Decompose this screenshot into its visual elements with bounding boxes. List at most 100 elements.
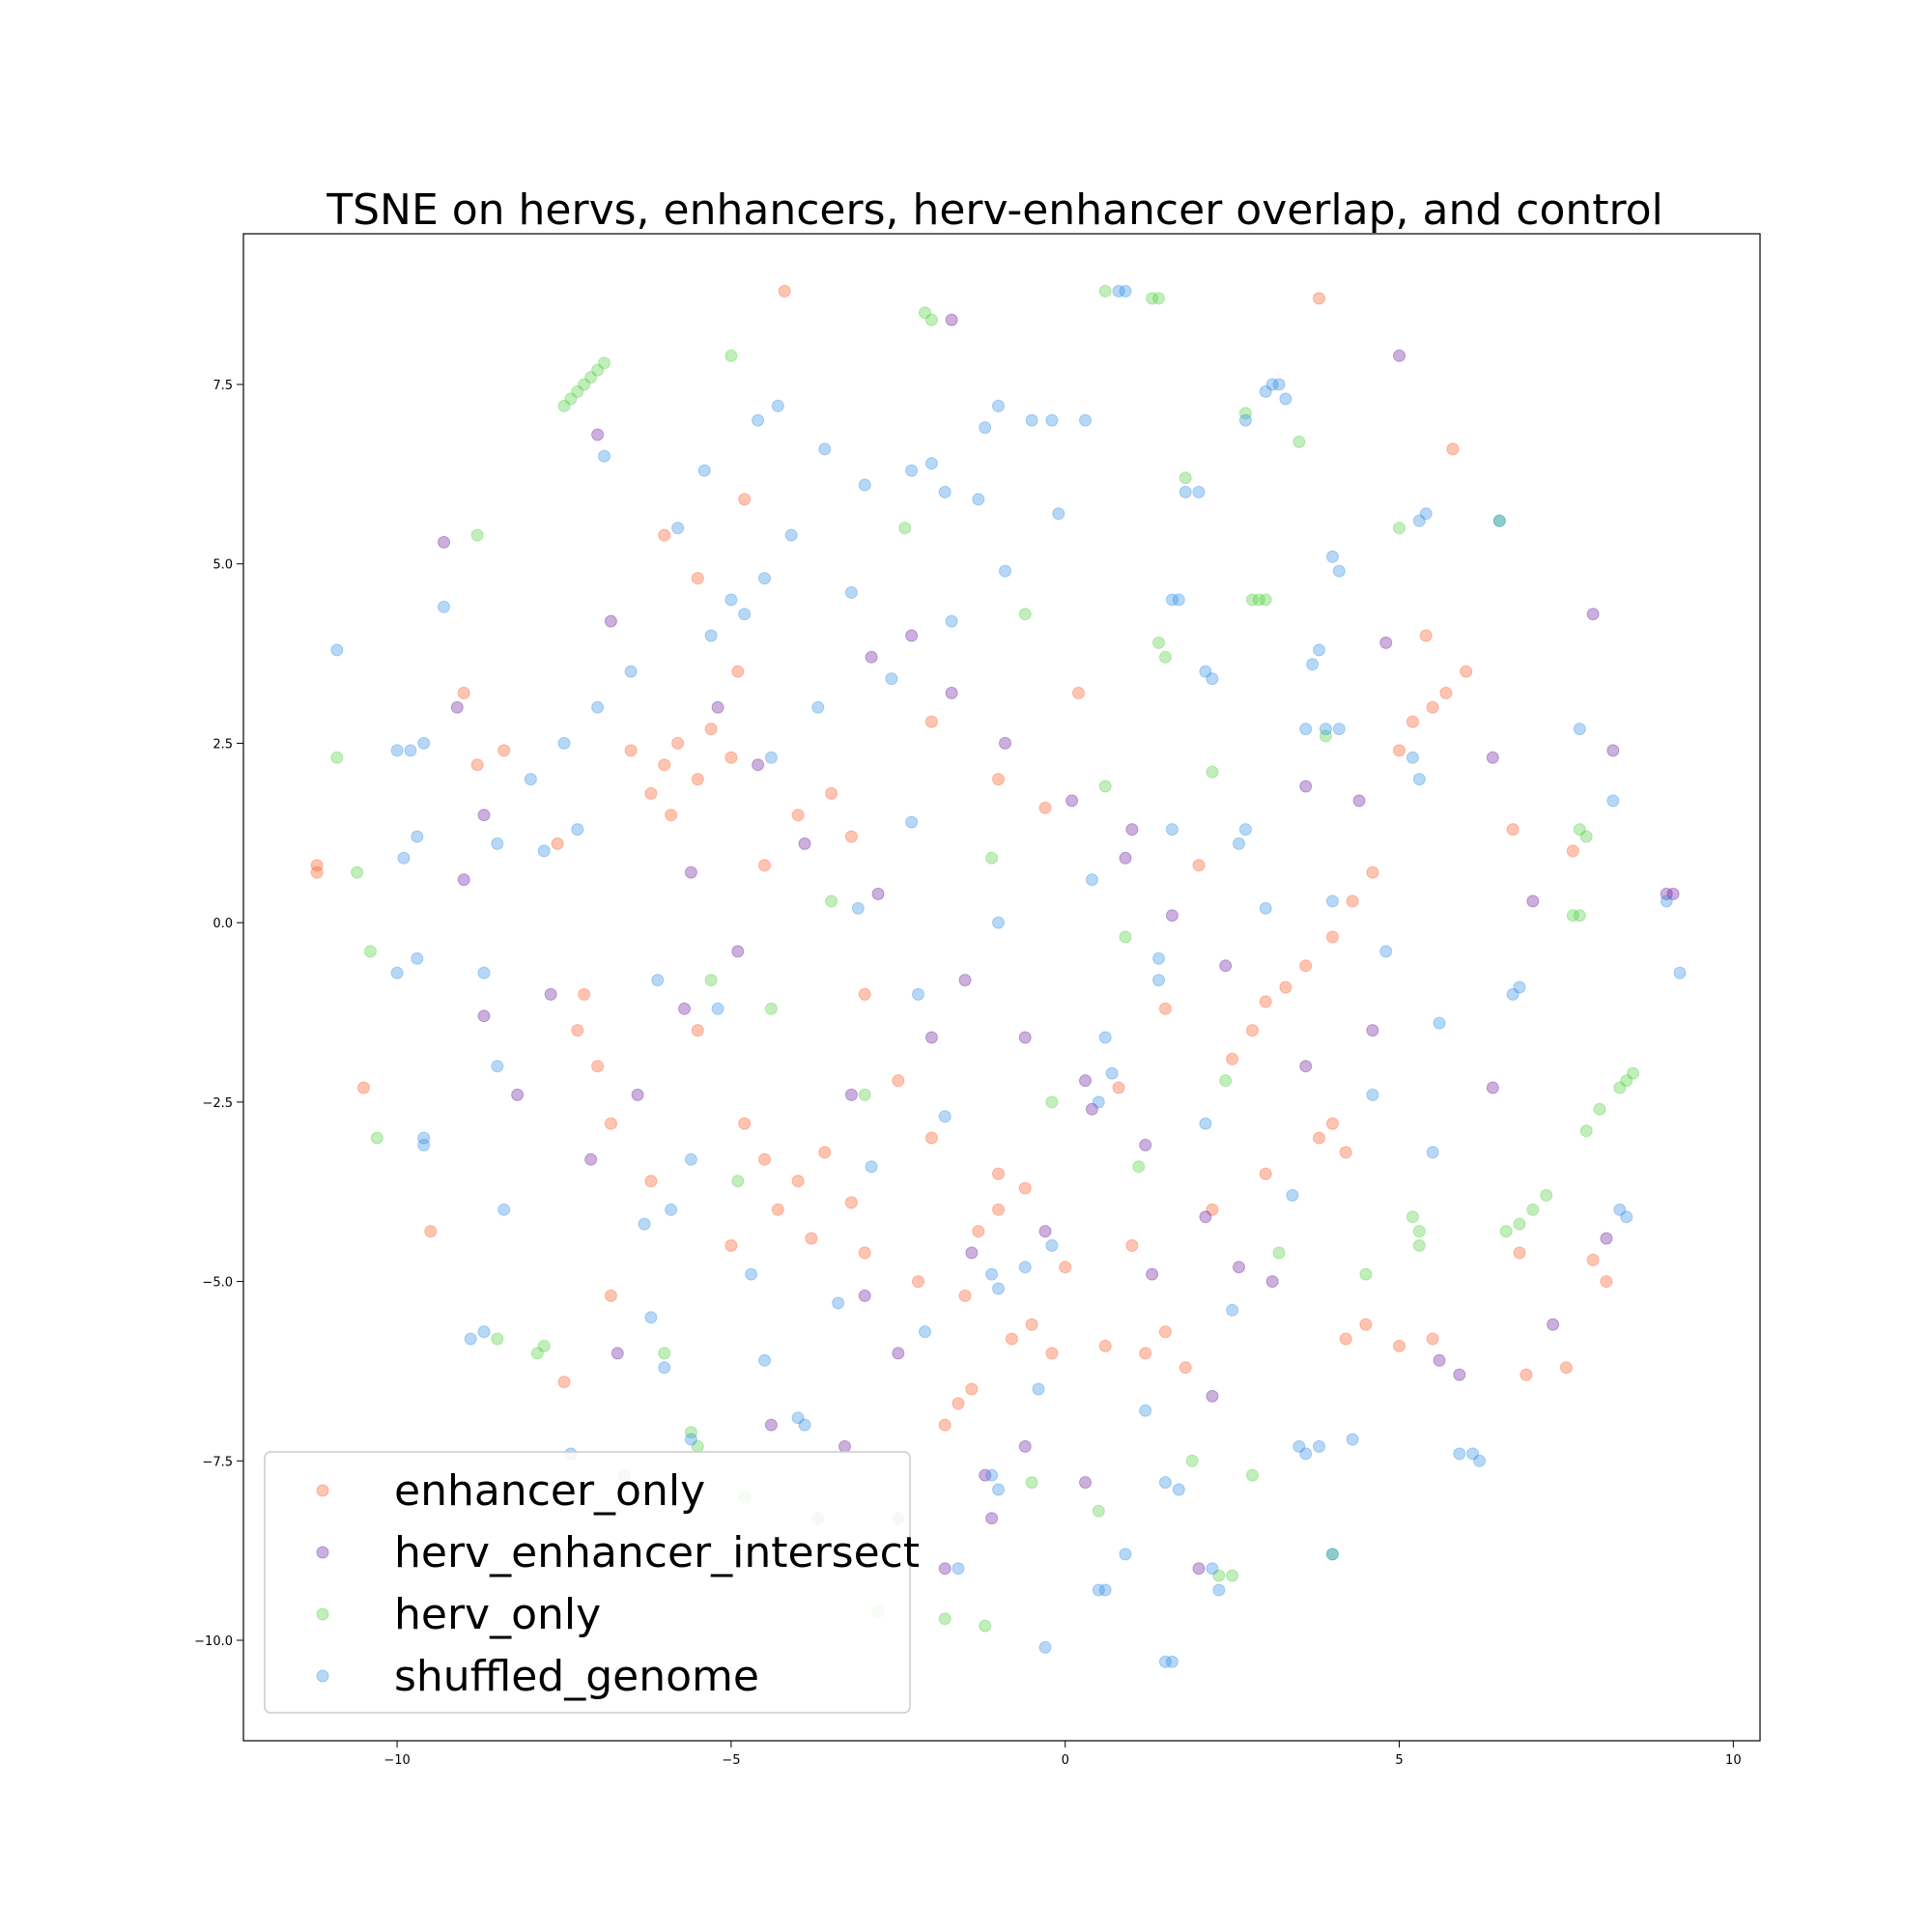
- scatter-point: [1152, 974, 1165, 987]
- scatter-point: [1332, 564, 1346, 578]
- scatter-point: [1339, 1146, 1352, 1159]
- legend-marker: [316, 1546, 329, 1559]
- scatter-point: [1158, 1002, 1172, 1015]
- scatter-point: [1627, 1066, 1640, 1080]
- scatter-point: [798, 1418, 811, 1432]
- scatter-point: [1473, 1454, 1486, 1467]
- scatter-point: [1499, 1225, 1513, 1238]
- scatter-point: [1426, 1146, 1439, 1159]
- scatter-point: [818, 442, 832, 456]
- scatter-point: [1259, 593, 1272, 607]
- scatter-point: [631, 1088, 644, 1101]
- scatter-point: [1412, 514, 1426, 527]
- scatter-point: [1613, 1081, 1627, 1094]
- scatter-point: [457, 873, 470, 887]
- scatter-point: [1098, 284, 1112, 298]
- scatter-point: [985, 851, 999, 865]
- scatter-point: [1660, 887, 1673, 900]
- scatter-point: [678, 1002, 691, 1015]
- scatter-point: [638, 1217, 651, 1231]
- scatter-point: [1252, 593, 1265, 607]
- x-tick-label: 10: [1725, 1753, 1742, 1768]
- scatter-point: [958, 974, 972, 987]
- scatter-point: [1600, 1232, 1613, 1245]
- scatter-point: [818, 1146, 832, 1159]
- scatter-point: [1092, 1504, 1105, 1518]
- scatter-point: [1085, 1102, 1098, 1116]
- scatter-point: [1125, 823, 1139, 837]
- scatter-point: [417, 736, 431, 750]
- scatter-point: [1192, 859, 1206, 872]
- scatter-point: [658, 758, 671, 772]
- scatter-point: [731, 665, 745, 678]
- scatter-point: [537, 844, 551, 858]
- scatter-point: [1325, 930, 1339, 944]
- scatter-point: [1245, 1024, 1259, 1037]
- scatter-point: [1579, 1124, 1593, 1138]
- scatter-point: [1299, 959, 1313, 973]
- scatter-point: [497, 744, 511, 757]
- scatter-point: [731, 945, 745, 958]
- scatter-point: [1573, 909, 1586, 923]
- y-tick-label: −7.5: [202, 1455, 233, 1469]
- scatter-point: [491, 1060, 504, 1073]
- scatter-point: [1606, 744, 1620, 757]
- scatter-point: [310, 859, 324, 872]
- scatter-point: [1139, 1138, 1152, 1151]
- scatter-point: [424, 1225, 438, 1238]
- scatter-point: [858, 987, 871, 1001]
- scatter-point: [1238, 407, 1252, 420]
- scatter-point: [1165, 1655, 1179, 1668]
- scatter-point: [564, 392, 578, 406]
- scatter-point: [972, 1225, 985, 1238]
- scatter-point: [1352, 794, 1366, 808]
- scatter-point: [1045, 1095, 1059, 1109]
- scatter-point: [1018, 1181, 1032, 1195]
- legend-label: shuffled_genome: [394, 1652, 759, 1701]
- scatter-point: [924, 715, 938, 728]
- scatter-point: [1005, 1332, 1018, 1346]
- scatter-point: [764, 1418, 778, 1432]
- scatter-point: [979, 1468, 992, 1482]
- scatter-point: [1520, 1368, 1533, 1381]
- legend-label: herv_enhancer_intersect: [394, 1528, 920, 1577]
- scatter-point: [1072, 686, 1085, 699]
- scatter-point: [1038, 1225, 1052, 1238]
- scatter-point: [363, 945, 377, 958]
- scatter-point: [798, 837, 811, 850]
- scatter-point: [778, 284, 791, 298]
- scatter-point: [938, 1612, 952, 1626]
- scatter-point: [738, 493, 752, 506]
- scatter-point: [571, 823, 584, 837]
- scatter-point: [1206, 765, 1219, 779]
- scatter-point: [665, 809, 678, 822]
- scatter-point: [1206, 1203, 1219, 1216]
- scatter-point: [1446, 442, 1460, 456]
- scatter-point: [697, 464, 711, 477]
- scatter-point: [752, 413, 765, 427]
- scatter-point: [1158, 1476, 1172, 1490]
- scatter-point: [1666, 887, 1680, 900]
- scatter-point: [1219, 959, 1233, 973]
- scatter-point: [644, 786, 658, 800]
- scatter-point: [1079, 1074, 1092, 1088]
- scatter-point: [892, 1347, 905, 1360]
- scatter-point: [1406, 715, 1419, 728]
- scatter-point: [1586, 608, 1600, 621]
- scatter-point: [979, 1619, 992, 1633]
- scatter-point: [357, 1081, 370, 1094]
- scatter-point: [1199, 1117, 1212, 1130]
- scatter-point: [1299, 780, 1313, 793]
- scatter-point: [1379, 636, 1393, 649]
- scatter-point: [912, 987, 924, 1001]
- plot-frame: [242, 233, 1761, 1742]
- scatter-point: [665, 1203, 678, 1216]
- scatter-point: [1238, 823, 1252, 837]
- scatter-point: [1579, 830, 1593, 843]
- scatter-point: [1513, 1217, 1526, 1231]
- legend-marker: [316, 1484, 329, 1497]
- scatter-point: [1179, 485, 1192, 498]
- scatter-point: [938, 485, 952, 498]
- scatter-point: [1366, 1024, 1379, 1037]
- scatter-point: [1412, 773, 1426, 786]
